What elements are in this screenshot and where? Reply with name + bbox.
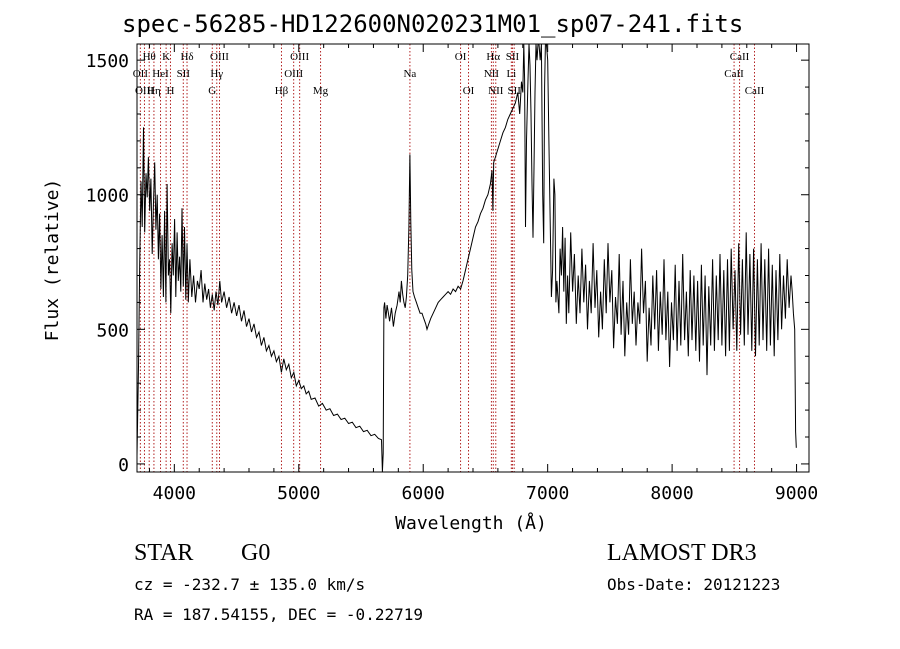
line-label: SII (177, 68, 191, 80)
x-tick-label: 6000 (402, 483, 445, 504)
x-tick-label: 4000 (153, 483, 196, 504)
x-tick-label: 7000 (526, 483, 569, 504)
y-tick-label: 1000 (86, 186, 129, 207)
line-label: Hδ (180, 51, 193, 63)
line-label-layer: OIIHθOIIIHηHeIKHSIIHδGHγOIIIHβOIIIOIIIMg… (133, 51, 765, 97)
subclass-label: G0 (241, 540, 271, 566)
line-label: CaII (745, 85, 765, 97)
spectrum-line (136, 43, 797, 473)
x-tick-label: 5000 (277, 483, 320, 504)
line-marker-layer (139, 44, 755, 472)
survey-label: LAMOST DR3 (607, 540, 757, 566)
y-axis-label: Flux (relative) (42, 179, 63, 342)
line-label: HeI (152, 68, 169, 80)
line-label: CaII (724, 68, 744, 80)
line-label: SII (506, 51, 520, 63)
line-label: Hβ (275, 85, 289, 97)
class-label: STAR (134, 540, 194, 566)
line-label: K (162, 51, 170, 63)
line-label: OII (133, 68, 149, 80)
line-label: CaII (730, 51, 750, 63)
line-label: OI (455, 51, 467, 63)
line-label: Hη (147, 85, 161, 97)
line-label: Na (403, 68, 416, 80)
line-label: OIII (135, 85, 154, 97)
line-label: SII (507, 85, 521, 97)
y-tick-label: 1500 (86, 51, 129, 72)
coordinates-readout: RA = 187.54155, DEC = -0.22719 (134, 605, 423, 624)
chart-title: spec-56285-HD122600N020231M01_sp07-241.f… (122, 10, 744, 38)
y-tick-label: 500 (96, 320, 129, 341)
x-axis-label: Wavelength (Å) (395, 512, 547, 534)
line-label: Hθ (143, 51, 156, 63)
y-tick-label: 0 (118, 455, 129, 476)
obs-date-readout: Obs-Date: 20121223 (607, 575, 781, 594)
line-label: NII (484, 68, 500, 80)
line-label: Hγ (210, 68, 223, 80)
line-label: OIII (284, 68, 303, 80)
axis-ticks: 4000 5000 6000 7000 8000 9000 0 500 1000 1500 (86, 44, 818, 504)
redshift-readout: cz = -232.7 ± 135.0 km/s (134, 575, 366, 594)
x-tick-label: 8000 (650, 483, 693, 504)
line-label: H (166, 85, 174, 97)
line-label: OI (463, 85, 475, 97)
line-label: NII (488, 85, 504, 97)
x-tick-label: 9000 (775, 483, 818, 504)
plot-frame (136, 43, 810, 473)
line-label: Li (506, 68, 516, 80)
line-label: G (208, 85, 216, 97)
line-label: OIII (290, 51, 309, 63)
line-label: Hα (486, 51, 500, 63)
line-label: OIII (210, 51, 229, 63)
line-label: Mg (313, 85, 329, 97)
